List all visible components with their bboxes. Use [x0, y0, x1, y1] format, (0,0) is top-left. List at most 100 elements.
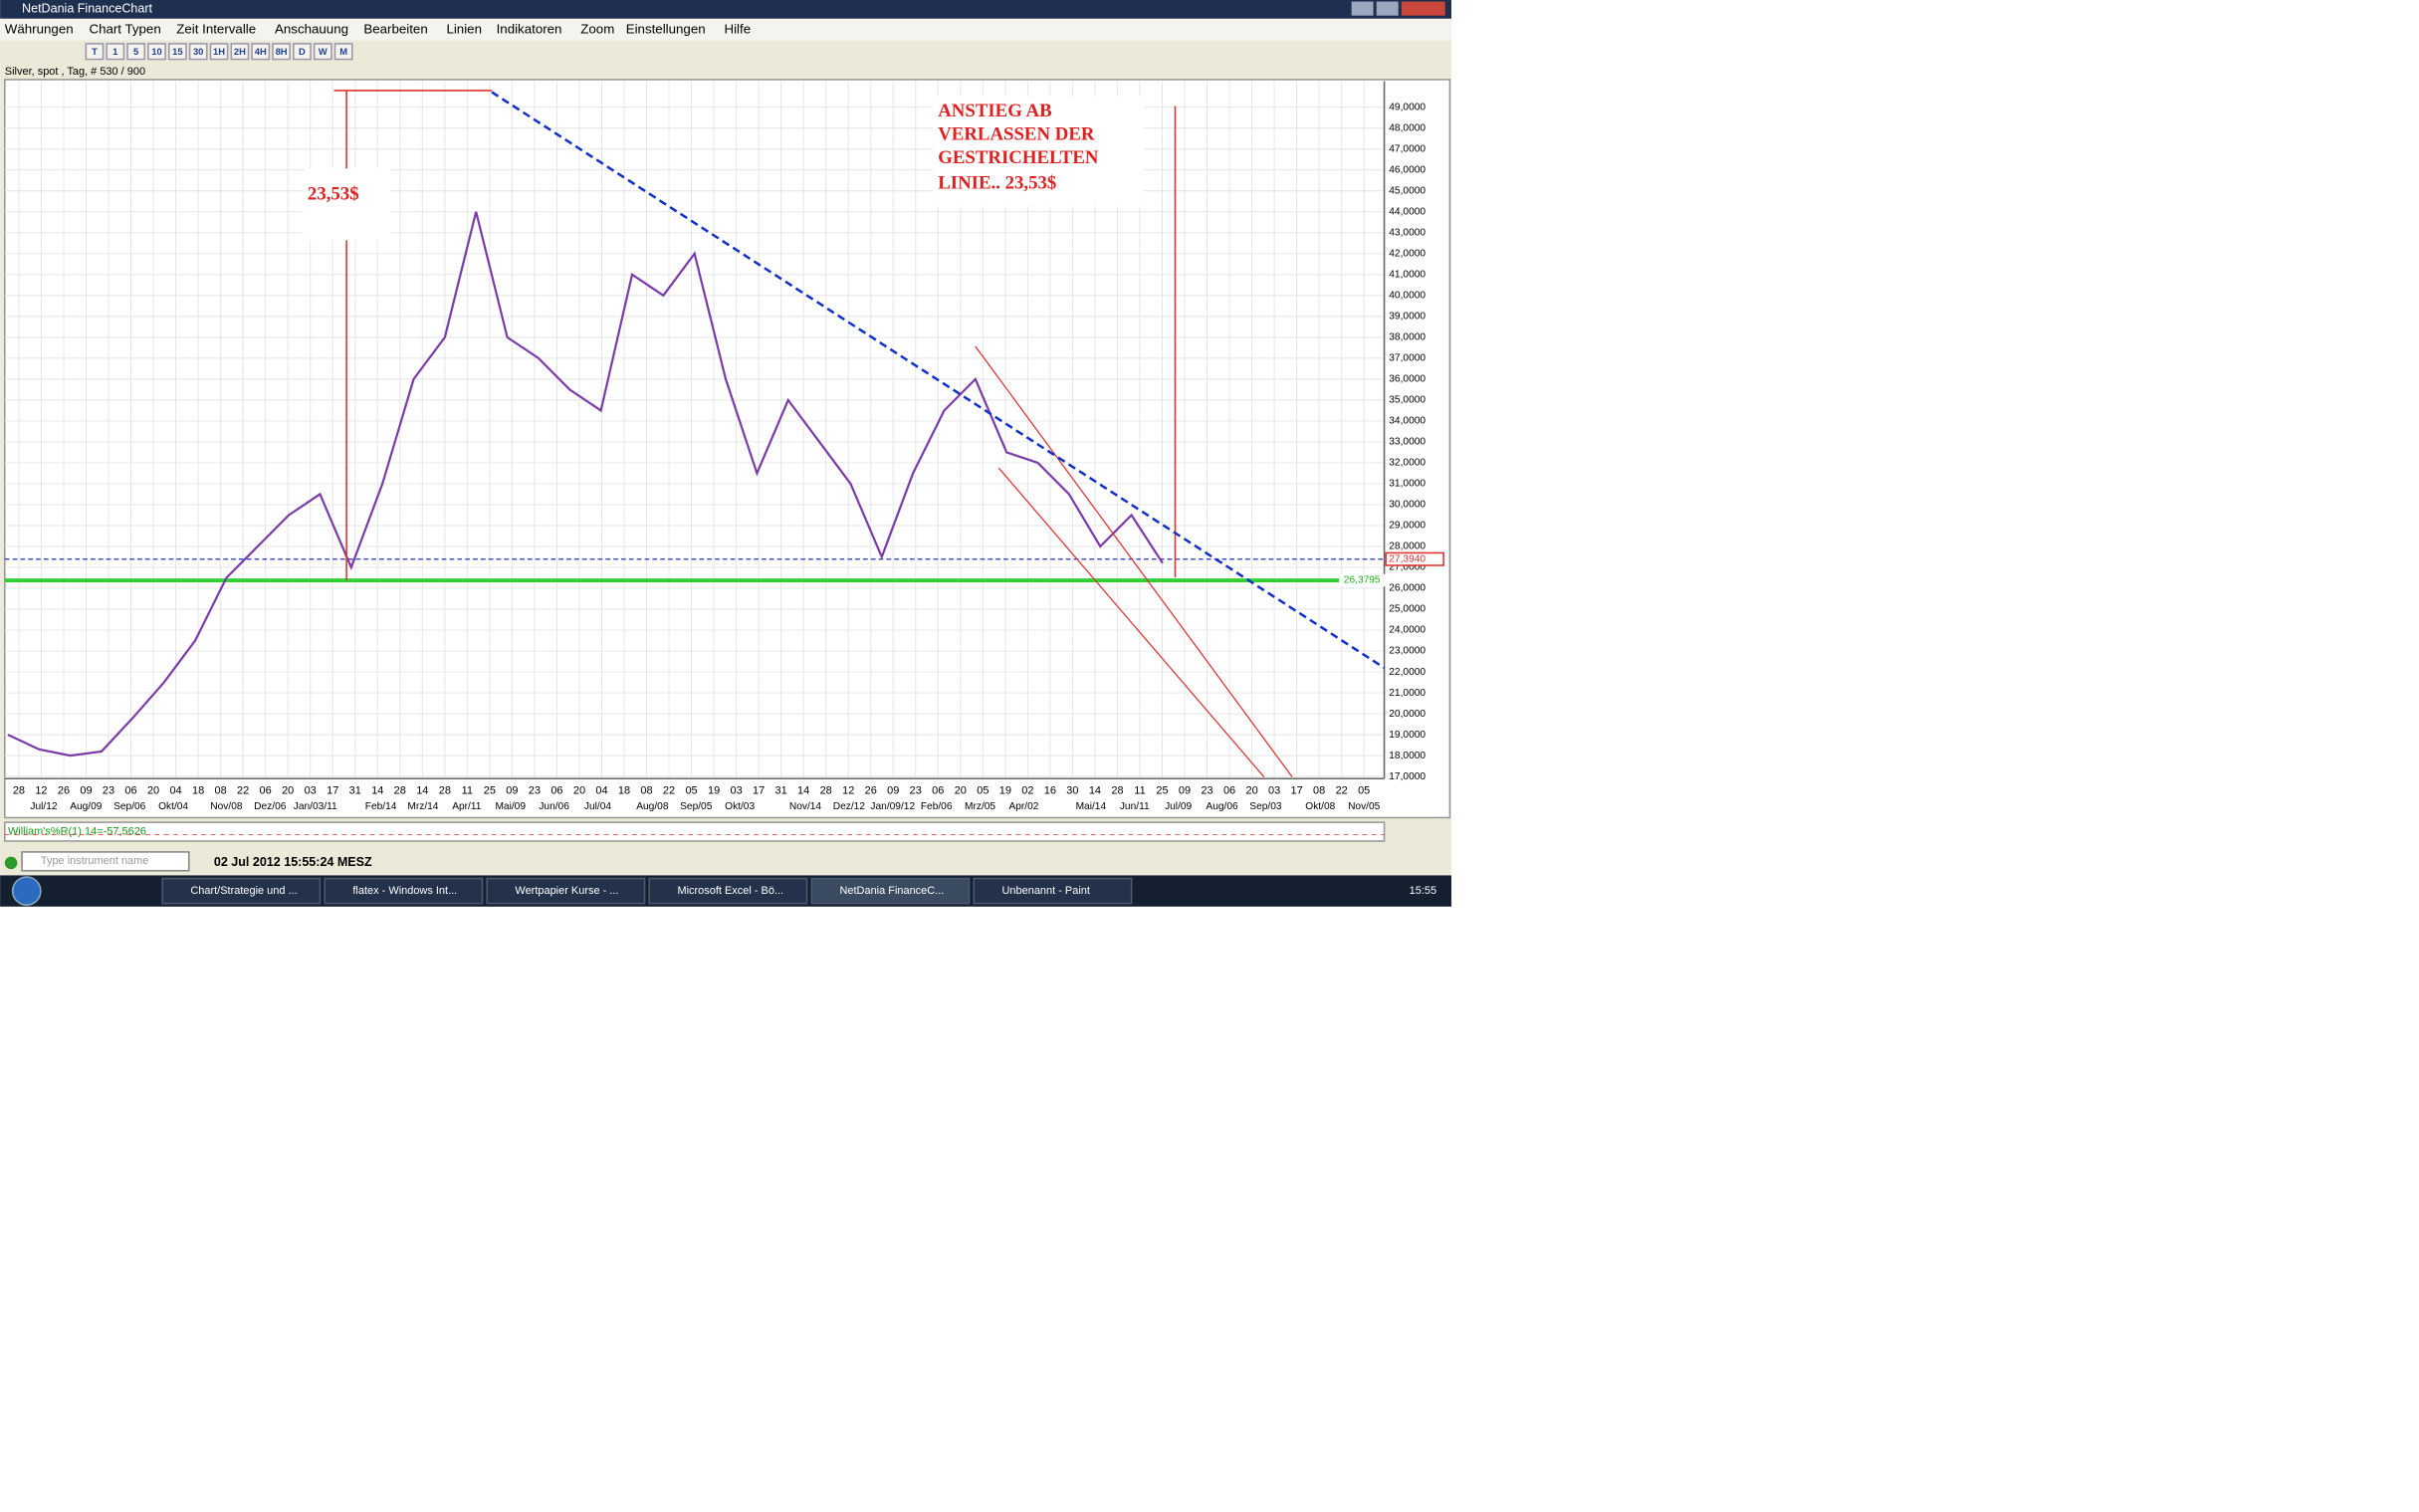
taskbar-label: Wertpapier Kurse - ... [515, 885, 618, 897]
toolbar-label: 5 [133, 46, 138, 57]
x-tick-label: 14 [371, 785, 383, 797]
toolbar [0, 40, 1451, 63]
y-tick-label: 46,0000 [1389, 164, 1426, 175]
x-tick-label: 11 [462, 785, 473, 797]
x-tick-label: 11 [1134, 785, 1145, 797]
y-tick-label: 25,0000 [1389, 604, 1426, 615]
menu-item[interactable]: Anschauung [275, 21, 348, 36]
search-placeholder: Type instrument name [41, 855, 149, 867]
menu-item[interactable]: Zeit Intervalle [176, 21, 256, 36]
toolbar-button[interactable] [167, 43, 187, 61]
taskbar-label: Unbenannt - Paint [1002, 885, 1090, 897]
x-month-label: Jul/04 [584, 801, 611, 812]
y-tick-label: 36,0000 [1389, 374, 1426, 385]
y-tick-label: 32,0000 [1389, 458, 1426, 469]
y-tick-label: 39,0000 [1389, 312, 1426, 323]
toolbar-button[interactable] [313, 43, 332, 61]
x-tick-label: 16 [1044, 785, 1056, 797]
y-tick-label: 27,0000 [1389, 562, 1426, 573]
toolbar-button[interactable] [230, 43, 250, 61]
toolbar-label: 15 [172, 46, 182, 57]
level-box [1339, 573, 1387, 587]
y-tick-label: 33,0000 [1389, 437, 1426, 448]
menu-item[interactable]: Währungen [5, 21, 74, 36]
indicator-panel [4, 821, 1386, 842]
taskbar-item[interactable] [973, 877, 1133, 905]
menu-item[interactable]: Chart Typen [89, 21, 160, 36]
toolbar-button[interactable] [106, 43, 125, 61]
toolbar-buttons: T 1 5 10 15 30 1H 2H 4H 8H D W M [85, 43, 353, 61]
start-button[interactable] [11, 876, 42, 906]
y-tick-label: 37,0000 [1389, 353, 1426, 364]
x-tick-label: 22 [237, 785, 249, 797]
y-tick-label: 26,0000 [1389, 583, 1426, 594]
y-tick-label: 21,0000 [1389, 688, 1426, 699]
taskbar-item[interactable] [324, 877, 484, 905]
x-tick-label: 09 [80, 785, 92, 797]
menu-item[interactable]: Indikatoren [497, 21, 562, 36]
clock: 15:55 [1410, 885, 1436, 897]
x-tick-label: 23 [529, 785, 541, 797]
y-tick-label: 30,0000 [1389, 500, 1426, 511]
toolbar-button[interactable] [126, 43, 146, 61]
minimize-button[interactable] [1351, 1, 1374, 16]
x-tick-label: 04 [595, 785, 607, 797]
taskbar-item[interactable] [486, 877, 646, 905]
taskbar-label: NetDania FinanceC... [839, 885, 944, 897]
x-month-label: Jan/03/11 [294, 801, 337, 812]
maximize-button[interactable] [1376, 1, 1399, 16]
x-tick-label: 28 [394, 785, 406, 797]
toolbar-label: 1 [112, 46, 117, 57]
x-tick-label: 14 [1089, 785, 1101, 797]
taskbar-label: Chart/Strategie und ... [190, 885, 297, 897]
toolbar-button[interactable] [147, 43, 166, 61]
toolbar-button[interactable] [188, 43, 208, 61]
x-tick-label: 23 [103, 785, 114, 797]
toolbar-label: 2H [234, 46, 246, 57]
menu-item[interactable]: Hilfe [724, 21, 751, 36]
x-tick-label: 17 [753, 785, 765, 797]
x-tick-label: 03 [730, 785, 742, 797]
taskbar-item[interactable] [810, 877, 971, 905]
y-tick-label: 48,0000 [1389, 122, 1426, 133]
instrument-info: Silver, spot , Tag, # 530 / 900 [5, 66, 145, 78]
taskbar-items: Chart/Strategie und ... flatex - Windows … [161, 877, 1133, 905]
close-button[interactable] [1401, 1, 1445, 16]
x-month-label: Nov/14 [789, 801, 822, 812]
toolbar-label: 4H [255, 46, 267, 57]
taskbar-item[interactable] [161, 877, 322, 905]
y-tick-label: 49,0000 [1389, 102, 1426, 112]
toolbar-button[interactable] [251, 43, 271, 61]
toolbar-button[interactable] [293, 43, 312, 61]
y-tick-label: 20,0000 [1389, 709, 1426, 720]
menu-item[interactable]: Bearbeiten [363, 21, 427, 36]
toolbar-button[interactable] [333, 43, 353, 61]
x-tick-label: 31 [349, 785, 361, 797]
taskbar-label: flatex - Windows Int... [352, 885, 457, 897]
status-icon [4, 856, 18, 870]
toolbar-button[interactable] [85, 43, 105, 61]
toolbar-button[interactable] [272, 43, 291, 61]
chart-area [4, 79, 1451, 819]
menu-item[interactable]: Linien [446, 21, 482, 36]
search-box[interactable] [21, 851, 190, 872]
menu-item[interactable]: Zoom [580, 21, 614, 36]
taskbar-item[interactable] [648, 877, 808, 905]
x-month-label: Mrz/05 [965, 801, 995, 812]
x-month-label: Sep/05 [680, 801, 713, 812]
x-month-label: Okt/04 [158, 801, 188, 812]
x-tick-label: 17 [1291, 785, 1303, 797]
menu-item[interactable]: Einstellungen [626, 21, 706, 36]
x-tick-label: 02 [1021, 785, 1033, 797]
x-tick-label: 28 [1111, 785, 1123, 797]
x-month-label: Nov/08 [210, 801, 243, 812]
toolbar-button[interactable] [209, 43, 229, 61]
x-tick-label: 04 [169, 785, 181, 797]
x-tick-label: 26 [58, 785, 70, 797]
x-month-label: Aug/09 [70, 801, 103, 812]
toolbar-label: 8H [276, 46, 288, 57]
y-tick-label: 18,0000 [1389, 751, 1426, 761]
toolbar-label: 10 [151, 46, 161, 57]
x-tick-label: 06 [260, 785, 272, 797]
